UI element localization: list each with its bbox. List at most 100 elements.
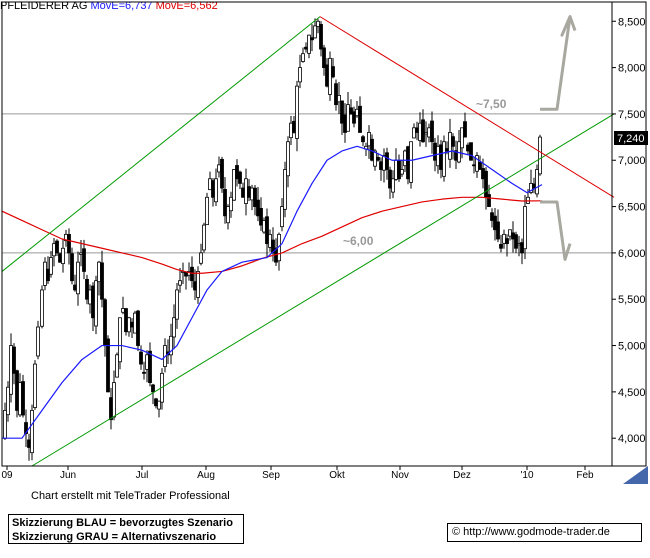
candle-body <box>388 169 392 189</box>
legend-grey: Skizzierung GRAU = Alternativszenario <box>12 531 217 543</box>
candle-body <box>127 317 131 333</box>
candle-body <box>520 242 524 254</box>
y-tick-label: 6,000 <box>618 248 646 260</box>
candle-body <box>445 148 449 152</box>
candle-body <box>394 159 398 180</box>
channel-upper-line <box>1 16 321 272</box>
candle-body <box>355 108 359 117</box>
candle-body <box>52 243 56 257</box>
candle-body <box>85 278 89 300</box>
y-tick-label: 8,500 <box>618 16 646 28</box>
candle-body <box>346 104 350 132</box>
candle-body <box>466 144 470 152</box>
candle-body <box>451 136 455 147</box>
y-tick-label: 6,500 <box>618 202 646 214</box>
candle-body <box>106 338 110 393</box>
candle-body <box>496 221 500 240</box>
candle-body <box>535 169 539 195</box>
candle-body <box>190 266 194 282</box>
x-tick-label: Jul <box>136 470 149 481</box>
candle-body <box>481 168 485 180</box>
candle-body <box>46 268 50 282</box>
candle-body <box>33 363 37 408</box>
candle-body <box>268 233 272 248</box>
candle-body <box>523 206 527 250</box>
candle-body <box>367 132 371 147</box>
candle-body <box>292 120 296 133</box>
candle-body <box>493 215 497 231</box>
candle-body <box>55 240 59 254</box>
candle-body <box>433 142 437 161</box>
candle-body <box>298 67 302 83</box>
candle-body <box>247 186 251 198</box>
scenario-grey-up <box>540 15 577 111</box>
candle-body <box>61 247 65 265</box>
candle-body <box>511 232 515 240</box>
candle-body <box>124 308 128 333</box>
candle-body <box>238 171 242 184</box>
candle-body <box>337 94 341 103</box>
candle-body <box>487 194 491 207</box>
candle-body <box>88 289 92 305</box>
candle-body <box>484 170 488 198</box>
candle-body <box>331 66 335 78</box>
price-chart: 4,000 4,500 5,000 5,500 6,000 6,500 7,000 7,500… <box>1 1 648 484</box>
candle-body <box>514 234 518 249</box>
candle-body <box>112 382 116 418</box>
candle-body <box>499 244 503 249</box>
candle-body <box>202 224 206 251</box>
candle-body <box>18 382 22 416</box>
candle-body <box>505 238 509 245</box>
candle-body <box>21 381 25 416</box>
y-tick-label: 4,500 <box>618 387 646 399</box>
candle-body <box>301 53 305 62</box>
candle-body <box>460 127 464 149</box>
candle-body <box>3 410 7 439</box>
candle-body <box>12 346 16 374</box>
candle-body <box>253 187 257 207</box>
candle-body <box>478 162 482 170</box>
candle-body <box>361 136 365 143</box>
candle-body <box>82 248 86 272</box>
candle-body <box>463 121 467 138</box>
candle-body <box>370 138 374 161</box>
candle-body <box>427 127 431 138</box>
candle-body <box>223 189 227 217</box>
candle-body <box>391 178 395 193</box>
candle-body <box>397 159 401 180</box>
candle-body <box>349 107 353 115</box>
candle-body <box>97 261 101 283</box>
instrument-name: PFLEIDERER AG <box>0 0 88 12</box>
candle-body <box>58 253 62 263</box>
candle-body <box>184 272 188 277</box>
candle-body <box>265 216 269 245</box>
candle-body <box>286 141 290 177</box>
candle-body <box>448 132 452 160</box>
legend-blue: Skizzierung BLAU = bevorzugtes Szenario <box>12 517 233 529</box>
candle-body <box>142 371 146 374</box>
candle-body <box>358 105 362 133</box>
x-tick-label: '10 <box>520 470 533 481</box>
chart-header: PFLEIDERER AG MovE=6,737 MovE=6,562 <box>0 0 218 13</box>
resistance-line <box>319 16 615 198</box>
y-tick-label: 5,000 <box>618 341 646 353</box>
candle-body <box>400 169 404 175</box>
source-link[interactable]: © http://www.godmode-trader.de <box>447 523 642 542</box>
candle-body <box>424 132 428 135</box>
candle-body <box>304 46 308 50</box>
candle-body <box>220 158 224 189</box>
candle-body <box>205 196 209 226</box>
y-tick-label: 7,500 <box>618 109 646 121</box>
candle-body <box>157 400 161 410</box>
candle-body <box>9 345 13 395</box>
candle-body <box>70 253 74 282</box>
candle-body <box>103 299 107 346</box>
candle-body <box>30 410 34 454</box>
candle-body <box>40 289 44 327</box>
candle-body <box>169 335 173 356</box>
candle-body <box>67 234 71 254</box>
candle-body <box>403 150 407 167</box>
candle-body <box>439 144 443 170</box>
candle-body <box>15 370 19 411</box>
candle-body <box>27 439 31 448</box>
